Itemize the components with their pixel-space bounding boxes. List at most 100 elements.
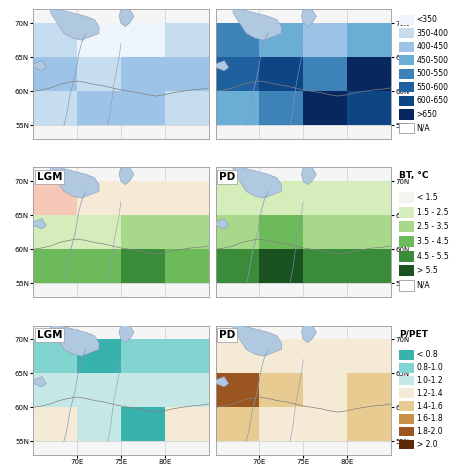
Bar	[347, 57, 391, 91]
Bar	[259, 373, 303, 407]
Bar	[121, 373, 165, 407]
Bar	[216, 373, 259, 407]
Bar	[399, 440, 414, 449]
Text: 600-650: 600-650	[417, 96, 448, 105]
Text: > 2.0: > 2.0	[417, 440, 437, 449]
Bar	[399, 109, 414, 119]
Bar	[399, 236, 414, 247]
Bar	[77, 249, 121, 283]
Bar	[165, 339, 209, 373]
Bar	[121, 249, 165, 283]
Text: BT, °C: BT, °C	[399, 172, 428, 181]
Bar	[77, 215, 121, 249]
Bar	[399, 221, 414, 232]
Text: <350: <350	[417, 15, 438, 24]
Bar	[347, 339, 391, 373]
Bar	[259, 181, 303, 215]
Bar	[303, 91, 347, 125]
Text: 1.6-1.8: 1.6-1.8	[417, 414, 443, 423]
Polygon shape	[51, 9, 99, 40]
Bar	[33, 249, 77, 283]
Bar	[303, 57, 347, 91]
Bar	[399, 55, 414, 65]
Polygon shape	[51, 326, 99, 356]
Bar	[303, 407, 347, 441]
Bar	[303, 181, 347, 215]
Text: < 1.5: < 1.5	[417, 193, 437, 202]
Bar	[121, 407, 165, 441]
Bar	[303, 339, 347, 373]
Polygon shape	[216, 61, 228, 71]
Text: < 0.8: < 0.8	[417, 350, 437, 359]
Bar	[303, 215, 347, 249]
Polygon shape	[33, 219, 46, 229]
Bar	[216, 215, 259, 249]
Polygon shape	[233, 167, 281, 198]
Bar	[347, 215, 391, 249]
Bar	[216, 339, 259, 373]
Bar	[347, 91, 391, 125]
Bar	[399, 123, 414, 133]
Bar	[399, 280, 414, 291]
Bar	[216, 57, 259, 91]
Text: PD: PD	[219, 330, 235, 340]
Bar	[399, 389, 414, 398]
Text: LGM: LGM	[36, 172, 62, 182]
Bar	[165, 57, 209, 91]
Bar	[165, 181, 209, 215]
Polygon shape	[33, 61, 46, 71]
Bar	[399, 192, 414, 203]
Text: N/A: N/A	[417, 281, 430, 290]
Bar	[347, 407, 391, 441]
Polygon shape	[233, 326, 281, 356]
Bar	[399, 401, 414, 411]
Text: 3.5 - 4.5: 3.5 - 4.5	[417, 237, 448, 246]
Text: PD: PD	[219, 172, 235, 182]
Text: 1.0-1.2: 1.0-1.2	[417, 376, 443, 385]
Bar	[216, 181, 259, 215]
Polygon shape	[233, 9, 281, 40]
Text: > 5.5: > 5.5	[417, 266, 438, 275]
Bar	[399, 350, 414, 360]
Bar	[347, 181, 391, 215]
Polygon shape	[119, 9, 134, 27]
Bar	[399, 82, 414, 92]
Bar	[399, 376, 414, 385]
Text: 1.2-1.4: 1.2-1.4	[417, 389, 443, 398]
Bar	[33, 91, 77, 125]
Polygon shape	[119, 326, 134, 343]
Bar	[33, 407, 77, 441]
Bar	[121, 215, 165, 249]
Bar	[259, 57, 303, 91]
Bar	[399, 28, 414, 38]
Bar	[259, 407, 303, 441]
Text: >650: >650	[417, 110, 438, 119]
Text: 1.5 - 2.5: 1.5 - 2.5	[417, 208, 448, 217]
Bar	[77, 407, 121, 441]
Polygon shape	[216, 377, 228, 387]
Bar	[303, 249, 347, 283]
Bar	[399, 96, 414, 106]
Text: 400-450: 400-450	[417, 42, 448, 51]
Bar	[259, 91, 303, 125]
Bar	[33, 23, 77, 57]
Bar	[77, 181, 121, 215]
Text: 1.8-2.0: 1.8-2.0	[417, 427, 443, 436]
Bar	[77, 23, 121, 57]
Polygon shape	[51, 167, 99, 198]
Bar	[165, 91, 209, 125]
Text: 350-400: 350-400	[417, 29, 448, 38]
Text: 0.8-1.0: 0.8-1.0	[417, 363, 443, 372]
Bar	[121, 57, 165, 91]
Bar	[347, 23, 391, 57]
Polygon shape	[301, 9, 316, 27]
Text: P/PET: P/PET	[399, 329, 428, 338]
Bar	[121, 339, 165, 373]
Text: 550-600: 550-600	[417, 83, 448, 92]
Bar	[121, 23, 165, 57]
Bar	[399, 207, 414, 218]
Bar	[399, 251, 414, 262]
Bar	[165, 249, 209, 283]
Polygon shape	[301, 326, 316, 343]
Text: 1.4-1.6: 1.4-1.6	[417, 401, 443, 410]
